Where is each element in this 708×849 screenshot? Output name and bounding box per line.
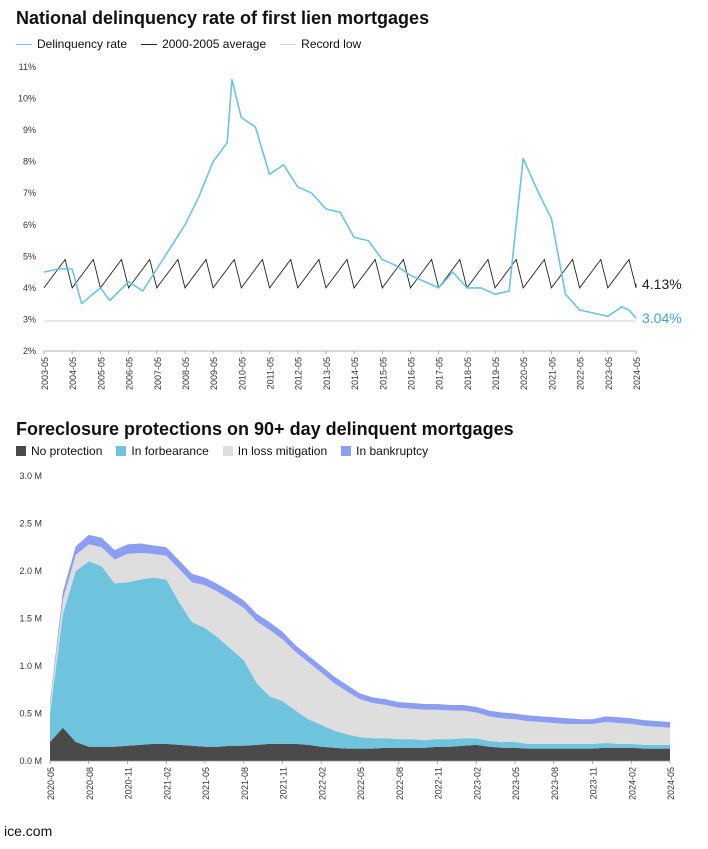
x-tick-label: 2020-05 (46, 767, 56, 800)
x-tick-label: 2016-05 (406, 357, 416, 390)
legend-label: Record low (301, 37, 362, 51)
legend-item-forbearance[interactable]: In forbearance (116, 444, 209, 458)
legend-label: 2000-2005 average (162, 37, 267, 51)
x-tick-label: 2023-02 (472, 767, 482, 800)
y-tick-label: 2% (23, 346, 36, 356)
legend-label: Delinquency rate (37, 37, 128, 51)
y-tick-label: 2.5 M (19, 519, 42, 529)
source-label[interactable]: ice.com (4, 823, 53, 839)
x-tick-label: 2019-05 (491, 357, 501, 390)
chart2-title: Foreclosure protections on 90+ day delin… (16, 419, 514, 439)
x-tick-label: 2017-05 (435, 357, 445, 390)
x-tick-label: 2011-05 (266, 357, 276, 389)
legend-swatch-bankruptcy (341, 446, 352, 456)
legend-item-bankruptcy[interactable]: In bankruptcy (341, 444, 428, 458)
x-tick-label: 2018-05 (463, 357, 473, 390)
legend-swatch-loss-mitigation (222, 446, 233, 456)
chart1-title: National delinquency rate of first lien … (16, 8, 430, 28)
x-tick-label: 2003-05 (40, 357, 50, 390)
x-tick-label: 2006-05 (125, 357, 135, 390)
x-tick-label: 2021-05 (547, 357, 557, 390)
x-tick-label: 2021-11 (279, 767, 289, 799)
x-tick-label: 2020-11 (124, 767, 134, 799)
legend-item-average[interactable]: 2000-2005 average (141, 37, 266, 51)
chart2-legend: No protection In forbearance In loss mit… (16, 444, 428, 458)
area-in-forbearance (50, 561, 670, 749)
y-tick-label: 1.5 M (19, 614, 42, 624)
x-tick-label: 2024-05 (632, 357, 642, 390)
x-tick-label: 2022-05 (356, 767, 366, 800)
y-tick-label: 4% (23, 283, 36, 293)
legend-swatch-no-protection (16, 446, 26, 456)
average-line (43, 258, 637, 289)
x-tick-label: 2024-02 (627, 767, 637, 800)
y-tick-label: 8% (23, 157, 36, 167)
average-end-label: 4.13% (642, 276, 682, 292)
x-tick-label: 2023-05 (511, 767, 521, 800)
area-in-loss-mitigation (50, 544, 670, 745)
y-tick-label: 7% (23, 188, 36, 198)
legend-swatch-record-low (280, 43, 297, 45)
legend-swatch-average (141, 43, 158, 45)
x-tick-label: 2020-08 (85, 767, 95, 800)
y-tick-label: 6% (23, 220, 36, 230)
x-tick-label: 2004-05 (68, 357, 78, 390)
chart1-legend: Delinquency rate 2000-2005 average Recor… (16, 37, 361, 51)
legend-item-loss-mitigation[interactable]: In loss mitigation (222, 444, 328, 458)
legend-item-record-low[interactable]: Record low (280, 37, 361, 51)
x-tick-label: 2022-08 (395, 767, 405, 800)
x-tick-label: 2022-02 (317, 767, 327, 800)
x-tick-label: 2022-11 (434, 767, 444, 799)
x-tick-label: 2014-05 (350, 357, 360, 390)
delinquency-chart: 2% 3% 4% 5% 6% 7% 8% 9% 10% 11% 2003-05 2004-05 2005… (18, 62, 682, 390)
legend-swatch-forbearance (116, 446, 127, 456)
y-tick-label: 10% (18, 94, 36, 104)
legend-label: No protection (31, 444, 103, 458)
y-tick-label: 2.0 M (19, 566, 42, 576)
y-tick-label: 3% (23, 314, 36, 324)
legend-label: In bankruptcy (356, 444, 429, 458)
x-tick-label: 2007-05 (153, 357, 163, 390)
x-tick-label: 2023-11 (589, 767, 599, 799)
y-tick-label: 3.0 M (19, 471, 42, 481)
x-tick-label: 2009-05 (209, 357, 219, 390)
x-tick-label: 2015-05 (378, 357, 388, 390)
legend-label: In loss mitigation (237, 444, 328, 458)
area-in-bankruptcy (50, 534, 670, 728)
x-tick-label: 2023-05 (604, 357, 614, 390)
x-tick-label: 2012-05 (294, 357, 304, 390)
x-tick-label: 2023-08 (550, 767, 560, 800)
y-tick-label: 11% (19, 62, 36, 72)
x-tick-label: 2010-05 (237, 357, 247, 390)
x-tick-label: 2021-05 (201, 767, 211, 800)
area-no-protection (50, 727, 670, 761)
legend-item-no-protection[interactable]: No protection (16, 444, 102, 458)
y-tick-label: 0.5 M (19, 709, 42, 719)
delinquency-end-label: 3.04% (642, 310, 682, 326)
x-tick-label: 2013-05 (322, 357, 332, 390)
legend-swatch-delinquency (16, 43, 32, 45)
x-tick-label: 2020-05 (519, 357, 529, 390)
x-tick-label: 2021-08 (240, 767, 250, 800)
y-tick-label: 0.0 M (19, 756, 42, 766)
y-tick-label: 9% (23, 125, 36, 135)
x-tick-label: 2008-05 (181, 357, 191, 390)
x-tick-label: 2024-05 (666, 767, 676, 800)
y-tick-label: 1.0 M (19, 661, 42, 671)
legend-item-delinquency[interactable]: Delinquency rate (16, 37, 127, 51)
x-tick-label: 2022-05 (576, 357, 586, 390)
y-tick-label: 5% (23, 251, 36, 261)
legend-label: In forbearance (131, 444, 209, 458)
x-tick-label: 2005-05 (96, 357, 106, 390)
x-tick-label: 2021-02 (162, 767, 172, 800)
delinquency-line (43, 78, 637, 319)
